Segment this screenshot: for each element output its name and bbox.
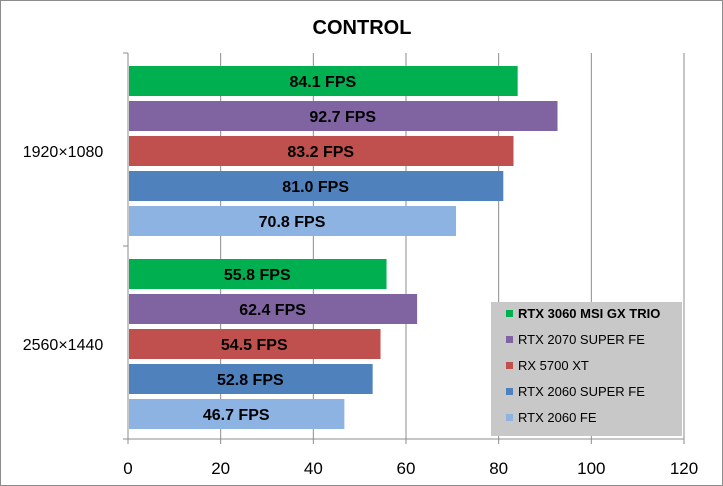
- x-tick-label-0: 0: [123, 459, 132, 478]
- axes: [123, 52, 685, 444]
- bar-label-0-2: 83.2 FPS: [287, 144, 354, 161]
- category-labels: 1920×1080 2560×1440: [23, 144, 104, 354]
- legend-label-4: RTX 2060 FE: [518, 410, 597, 425]
- x-tick-label-20: 20: [211, 459, 230, 478]
- x-tick-label-80: 80: [489, 459, 508, 478]
- category-label-1: 2560×1440: [23, 337, 104, 354]
- bar-1-0: [129, 259, 387, 289]
- bar-label-1-4: 46.7 FPS: [203, 407, 270, 424]
- bar-label-1-1: 62.4 FPS: [239, 302, 306, 319]
- bar-label-1-3: 52.8 FPS: [217, 372, 284, 389]
- bars: [129, 66, 558, 429]
- bar-0-3: [129, 171, 504, 201]
- x-tick-label-100: 100: [577, 459, 605, 478]
- x-tick-label-120: 120: [670, 459, 698, 478]
- bar-1-2: [129, 329, 381, 359]
- legend-swatch-0: [506, 310, 513, 317]
- legend-label-0: RTX 3060 MSI GX TRIO: [518, 306, 660, 321]
- legend-swatch-4: [506, 414, 513, 421]
- bar-1-1: [129, 294, 418, 324]
- legend-label-3: RTX 2060 SUPER FE: [518, 384, 645, 399]
- bar-label-0-3: 81.0 FPS: [282, 179, 349, 196]
- chart-title: CONTROL: [313, 17, 412, 39]
- category-label-0: 1920×1080: [23, 144, 104, 161]
- bar-labels: 84.1 FPS 92.7 FPS 83.2 FPS 81.0 FPS 70.8 FPS…: [203, 74, 377, 424]
- bar-0-1: [129, 101, 558, 131]
- bar-1-4: [129, 399, 345, 429]
- bar-label-0-1: 92.7 FPS: [309, 109, 376, 126]
- legend-swatch-2: [506, 362, 513, 369]
- bar-0-4: [129, 206, 457, 236]
- legend-swatch-1: [506, 336, 513, 343]
- bar-1-3: [129, 364, 373, 394]
- bar-label-1-0: 55.8 FPS: [224, 267, 291, 284]
- bar-label-0-0: 84.1 FPS: [289, 74, 356, 91]
- legend-swatch-3: [506, 388, 513, 395]
- legend-label-2: RX 5700 XT: [518, 358, 589, 373]
- bar-label-0-4: 70.8 FPS: [259, 214, 326, 231]
- x-tick-label-60: 60: [397, 459, 416, 478]
- x-tick-labels: 0 20 40 60 80 100 120: [123, 459, 698, 478]
- x-tick-label-40: 40: [304, 459, 323, 478]
- bar-0-2: [129, 136, 514, 166]
- bar-0-0: [129, 66, 518, 96]
- legend: RTX 3060 MSI GX TRIO RTX 2070 SUPER FE RX …: [491, 302, 682, 436]
- legend-box: [491, 302, 682, 436]
- bar-label-1-2: 54.5 FPS: [221, 337, 288, 354]
- legend-label-1: RTX 2070 SUPER FE: [518, 332, 645, 347]
